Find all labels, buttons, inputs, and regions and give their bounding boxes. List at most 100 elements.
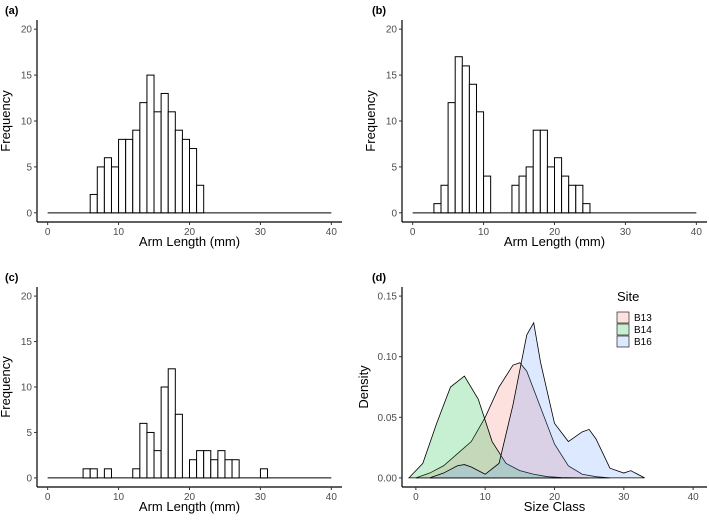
histogram-bar bbox=[231, 459, 240, 479]
histogram-bar bbox=[132, 129, 141, 214]
y-tick-label: 10 bbox=[386, 117, 398, 128]
y-axis-title: Frequency bbox=[0, 356, 13, 418]
x-tick-label: 10 bbox=[113, 227, 125, 238]
x-tick-label: 30 bbox=[618, 492, 630, 503]
histogram-bar bbox=[217, 450, 226, 479]
histogram-bar bbox=[153, 111, 162, 214]
y-tick-label: 20 bbox=[386, 25, 398, 36]
histogram-bar bbox=[554, 157, 563, 214]
x-tick-label: 30 bbox=[620, 227, 632, 238]
histogram-bar bbox=[189, 459, 198, 479]
x-tick-label: 40 bbox=[691, 227, 703, 238]
histogram-bar bbox=[483, 175, 492, 214]
histogram-bar bbox=[511, 184, 520, 214]
x-axis-title: Arm Length (mm) bbox=[504, 234, 605, 249]
histogram-bar bbox=[153, 450, 162, 479]
histogram-bar bbox=[546, 166, 556, 214]
y-tick-label: 0.00 bbox=[378, 473, 398, 484]
y-tick-label: 5 bbox=[391, 162, 397, 173]
y-tick-label: 20 bbox=[21, 292, 33, 303]
x-tick-label: 30 bbox=[255, 492, 267, 503]
histogram-bar bbox=[224, 459, 233, 479]
x-tick-label: 40 bbox=[688, 492, 700, 503]
histogram-bar bbox=[125, 138, 134, 214]
x-tick-label: 40 bbox=[326, 492, 338, 503]
histogram-bar bbox=[440, 184, 449, 214]
y-tick-label: 5 bbox=[26, 162, 32, 173]
y-tick-label: 5 bbox=[26, 428, 32, 439]
legend-key-b13 bbox=[616, 311, 630, 324]
histogram-bar bbox=[174, 413, 183, 479]
panel-a: (a) 0 5 10 15 20 0 10 20 30 40 Arm Length (mm) Frequ… bbox=[0, 5, 342, 249]
y-tick-label: 0 bbox=[26, 208, 32, 219]
density-area-b16 bbox=[429, 321, 645, 479]
y-axis-title: Frequency bbox=[0, 90, 13, 152]
x-axis-title: Arm Length (mm) bbox=[139, 234, 240, 249]
y-tick-label: 10 bbox=[21, 383, 33, 394]
histogram-bar bbox=[447, 102, 456, 214]
histogram-bar bbox=[139, 102, 148, 214]
histogram-bar bbox=[196, 450, 205, 479]
y-tick-label: 20 bbox=[21, 25, 33, 36]
panel-label: (d) bbox=[372, 272, 386, 284]
histogram-bar bbox=[575, 184, 584, 214]
histogram-bar bbox=[181, 138, 191, 214]
x-tick-label: 20 bbox=[184, 227, 196, 238]
x-tick-label: 10 bbox=[113, 492, 125, 503]
x-axis-title: Arm Length (mm) bbox=[139, 499, 240, 514]
histogram-bar bbox=[518, 175, 527, 214]
legend-label-b14: B14 bbox=[634, 325, 652, 336]
histogram-bar bbox=[561, 175, 570, 214]
histogram-bar bbox=[454, 56, 463, 214]
histogram-bar bbox=[89, 468, 98, 479]
histogram-bar bbox=[118, 138, 127, 214]
histogram-bar bbox=[210, 459, 219, 479]
histogram-bar bbox=[96, 166, 105, 214]
x-tick-label: 10 bbox=[478, 227, 490, 238]
histogram-bar bbox=[103, 468, 112, 479]
panel-label: (a) bbox=[5, 5, 19, 17]
x-tick-label: 20 bbox=[549, 227, 561, 238]
histogram-bar bbox=[139, 422, 148, 479]
histogram-bar bbox=[167, 111, 176, 214]
y-tick-label: 15 bbox=[386, 71, 398, 82]
panel-b: (b) 0 5 10 15 20 0 10 20 30 40 Arm Length (mm) Frequ… bbox=[363, 5, 707, 249]
histogram-bar bbox=[103, 157, 112, 214]
histogram-bar bbox=[160, 92, 169, 214]
legend-title: Site bbox=[617, 289, 639, 304]
histogram-bar bbox=[568, 184, 577, 214]
histogram-bar bbox=[167, 368, 176, 479]
x-axis-title: Size Class bbox=[524, 499, 586, 514]
histogram-bar bbox=[174, 129, 183, 214]
y-tick-label: 10 bbox=[21, 117, 33, 128]
legend-key-b16 bbox=[616, 335, 630, 348]
histogram-bar bbox=[468, 83, 477, 214]
y-axis-title: Frequency bbox=[363, 90, 378, 152]
histogram-bar bbox=[110, 166, 120, 214]
histogram-bar bbox=[160, 386, 169, 479]
y-axis-title: Density bbox=[356, 365, 371, 409]
y-tick-label: 15 bbox=[21, 337, 33, 348]
histogram-bar bbox=[259, 468, 269, 479]
x-tick-label: 20 bbox=[549, 492, 561, 503]
histogram-bar bbox=[525, 166, 534, 214]
x-tick-label: 40 bbox=[326, 227, 338, 238]
y-tick-label: 15 bbox=[21, 71, 33, 82]
histogram-bar bbox=[82, 468, 91, 479]
histogram-bar bbox=[433, 203, 442, 214]
x-tick-label: 0 bbox=[413, 492, 419, 503]
histogram-bar bbox=[196, 184, 205, 214]
histogram-bar bbox=[146, 431, 155, 479]
legend-key-b14 bbox=[616, 323, 630, 336]
histogram-bar bbox=[189, 148, 198, 214]
panel-c: (c) 0 5 10 15 20 0 10 20 30 40 Arm Length (mm) Frequ… bbox=[0, 272, 342, 514]
panel-label: (c) bbox=[5, 272, 19, 284]
histogram-bar bbox=[146, 74, 155, 214]
legend-label-b16: B16 bbox=[634, 337, 652, 348]
x-tick-label: 0 bbox=[45, 227, 51, 238]
x-tick-label: 0 bbox=[410, 227, 416, 238]
y-tick-label: 0 bbox=[391, 208, 397, 219]
y-tick-label: 0.05 bbox=[378, 413, 398, 424]
histogram-bar bbox=[475, 111, 485, 214]
